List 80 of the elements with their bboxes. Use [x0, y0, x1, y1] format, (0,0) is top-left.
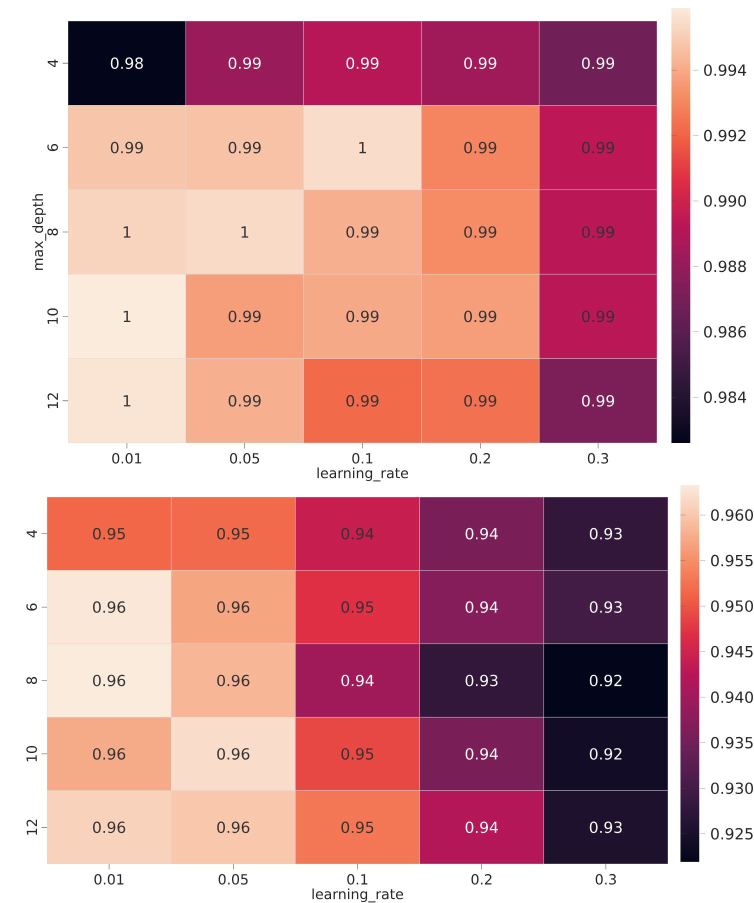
data-label: 0.99	[228, 310, 261, 322]
data-label: 0.96	[217, 601, 250, 613]
data-label: 0.94	[466, 748, 498, 760]
x-tick-label: 0.3	[588, 453, 608, 464]
x-axis-title: learning_rate	[312, 888, 404, 902]
data-label: 0.99	[346, 395, 378, 407]
data-label: 1	[124, 226, 130, 238]
data-label: 0.94	[466, 601, 498, 613]
data-label: 0.94	[341, 674, 374, 686]
data-label: 1	[124, 310, 130, 322]
data-label: 0.95	[341, 748, 374, 760]
data-label: 0.99	[228, 57, 261, 69]
data-label: 0.99	[228, 142, 261, 154]
data-label: 0.93	[590, 601, 622, 613]
y-tick-label: 12	[26, 820, 37, 835]
color-bar-label: 0.960	[711, 509, 753, 521]
data-label: 0.95	[341, 822, 374, 834]
data-label: 0.95	[341, 601, 374, 613]
y-tick-label: 4	[26, 530, 37, 538]
data-label: 0.94	[466, 528, 498, 540]
data-label: 0.93	[590, 528, 622, 540]
color-bar-label: 0.988	[704, 260, 746, 272]
x-tick-label: 0.01	[94, 874, 124, 885]
data-label: 0.93	[466, 674, 498, 686]
data-label: 0.99	[346, 310, 378, 322]
data-label: 0.99	[346, 57, 378, 69]
color-bar-label: 0.994	[704, 64, 746, 76]
x-tick-label: 0.1	[352, 453, 372, 464]
data-label: 0.96	[217, 822, 250, 834]
data-label: 0.99	[464, 310, 496, 322]
x-tick-label: 0.05	[230, 453, 260, 464]
data-label: 0.92	[590, 748, 622, 760]
data-label: 0.99	[110, 142, 143, 154]
y-tick-label: 12	[48, 393, 58, 408]
color-bar-label: 0.950	[711, 600, 753, 612]
y-tick-label: 4	[48, 60, 58, 67]
color-bar-label: 0.930	[711, 782, 753, 794]
y-tick-label: 6	[26, 604, 37, 611]
x-tick-label: 0.1	[347, 874, 368, 885]
data-label: 0.98	[110, 57, 143, 69]
color-bar-label: 0.990	[704, 195, 746, 207]
x-tick-label: 0.05	[218, 874, 248, 885]
data-label: 0.99	[464, 142, 496, 154]
color-bar-label: 0.925	[711, 828, 753, 840]
color-bar-label: 0.955	[711, 554, 753, 566]
data-label: 1	[359, 142, 366, 154]
data-label: 0.99	[346, 226, 378, 238]
x-tick-label: 0.01	[112, 453, 142, 464]
y-tick-label: 8	[26, 677, 37, 684]
data-label: 0.99	[228, 395, 261, 407]
data-label: 0.99	[464, 57, 496, 69]
y-tick-label: 6	[47, 144, 58, 152]
x-tick-label: 0.3	[596, 874, 616, 885]
color-bar-label: 0.986	[704, 326, 746, 338]
data-label: 0.96	[217, 674, 250, 686]
y-tick-label: 8	[47, 228, 58, 236]
data-label: 0.94	[341, 528, 374, 540]
data-label: 1	[124, 395, 130, 406]
data-label: 0.94	[466, 822, 498, 834]
color-bar-label: 0.935	[711, 736, 753, 748]
data-label: 1	[242, 226, 248, 238]
data-label: 0.99	[582, 226, 614, 238]
data-label: 0.95	[217, 528, 250, 540]
y-tick-label: 10	[26, 746, 37, 762]
data-label: 0.99	[582, 142, 614, 154]
x-axis-title: learning_rate	[318, 467, 408, 482]
data-label: 0.96	[217, 748, 250, 760]
color-bar-label: 0.984	[704, 391, 746, 403]
color-bar-label: 0.992	[704, 130, 746, 142]
data-label: 0.96	[93, 601, 126, 613]
x-tick-label: 0.2	[470, 453, 490, 464]
data-label: 0.99	[582, 57, 614, 69]
x-tick-label: 0.2	[471, 874, 492, 885]
data-label: 0.99	[464, 226, 496, 238]
data-label: 0.99	[582, 395, 614, 407]
color-bar-label: 0.945	[711, 646, 753, 658]
color-bar-label: 0.940	[711, 691, 753, 703]
data-label: 0.93	[590, 822, 622, 834]
y-axis-title: max_depth	[32, 194, 46, 270]
y-tick-label: 10	[47, 308, 58, 324]
